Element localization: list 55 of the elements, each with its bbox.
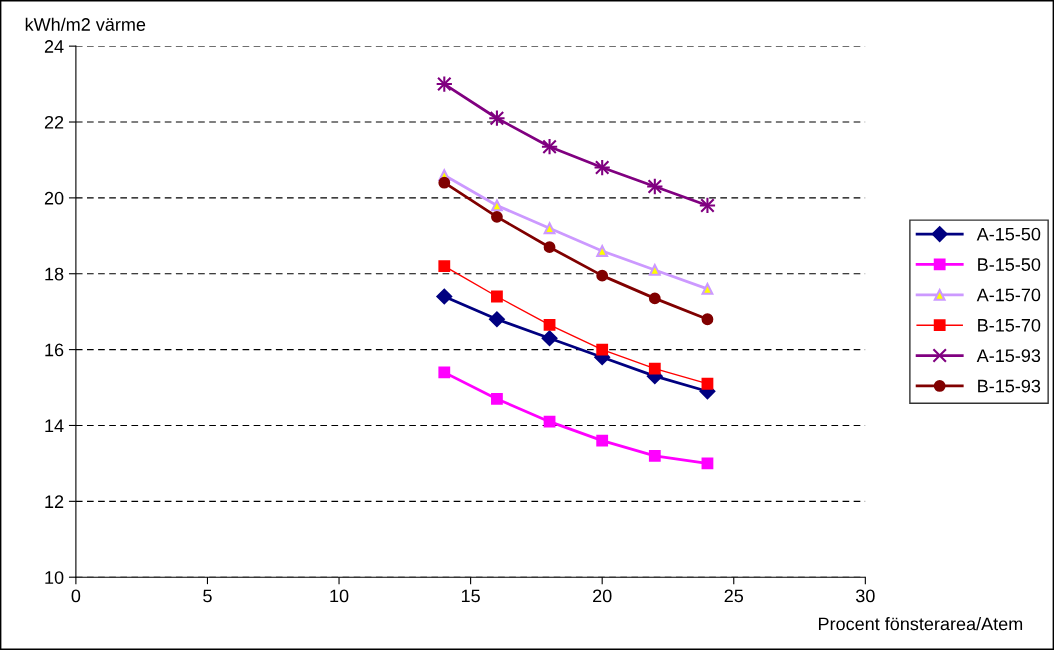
x-tick-label: 25	[724, 589, 744, 603]
x-tick-label: 15	[461, 589, 480, 603]
legend-label: A-15-70	[976, 288, 1041, 302]
y-tick-label: 12	[45, 495, 64, 508]
y-tick-label: 20	[44, 191, 64, 205]
legend-label: A-15-50	[976, 227, 1041, 241]
y-tick-label: 22	[44, 115, 64, 129]
x-tick-label: 0	[71, 589, 81, 603]
x-tick-label: 10	[330, 589, 349, 603]
point	[491, 210, 503, 223]
legend-label: B-15-93	[978, 379, 1041, 393]
x-tick-label: 20	[593, 589, 612, 603]
y-tick-label: 24	[44, 40, 64, 53]
point	[435, 75, 453, 93]
point	[701, 283, 714, 295]
y-tick-label: 14	[45, 419, 64, 433]
point	[596, 269, 609, 282]
point	[596, 434, 609, 447]
point	[488, 109, 506, 127]
point	[648, 292, 661, 305]
x-tick-label: 30	[855, 589, 875, 603]
y-tick-label: 18	[45, 267, 64, 281]
point	[491, 290, 503, 303]
point	[648, 449, 661, 462]
legend-label: A-15-93	[976, 349, 1041, 363]
point	[438, 260, 451, 273]
point	[543, 319, 556, 331]
point	[491, 199, 503, 212]
point	[438, 366, 451, 379]
x-axis-title: Procent fönsterarea/Atem	[818, 617, 1023, 631]
point	[541, 330, 558, 347]
point	[489, 311, 505, 328]
y-axis-title: kWh/m2 värme	[25, 17, 146, 31]
x-tick-label: 5	[203, 589, 212, 603]
point	[543, 222, 556, 235]
point	[543, 241, 556, 254]
point	[540, 137, 559, 156]
legend-label: B-15-70	[978, 318, 1041, 332]
legend-label: B-15-50	[978, 258, 1041, 271]
point	[648, 264, 661, 276]
point	[701, 457, 714, 470]
point	[543, 415, 556, 428]
point	[596, 245, 609, 257]
y-tick-label: 10	[45, 571, 64, 584]
point	[648, 362, 661, 375]
point	[646, 177, 664, 196]
point	[491, 393, 503, 405]
point	[436, 288, 453, 305]
point	[701, 313, 714, 326]
point	[596, 343, 609, 356]
point	[698, 196, 717, 215]
y-tick-label: 16	[45, 343, 64, 357]
point	[438, 176, 451, 189]
point	[593, 158, 611, 177]
point	[701, 377, 714, 390]
